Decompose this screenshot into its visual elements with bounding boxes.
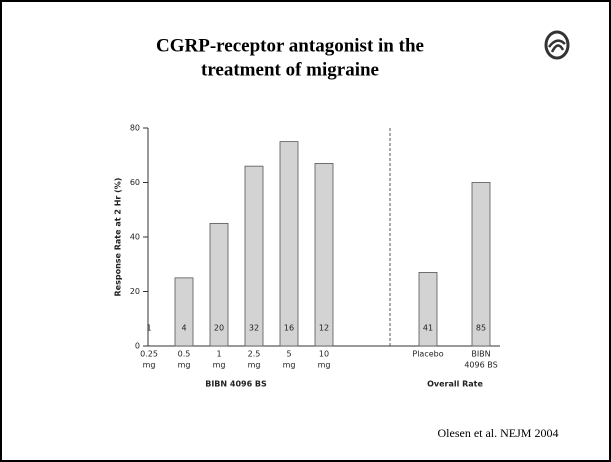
- n-label: 12: [319, 324, 329, 333]
- n-label: 4: [181, 324, 186, 333]
- y-tick-label: 20: [130, 287, 140, 296]
- citation: Olesen et al. NEJM 2004: [438, 426, 559, 440]
- group-label: Overall Rate: [427, 380, 483, 389]
- x-tick-label: 5: [286, 350, 291, 359]
- bar: [314, 163, 334, 347]
- n-label: 85: [476, 324, 486, 333]
- title-line: CGRP-receptor antagonist in the: [156, 35, 424, 56]
- y-axis-label: Response Rate at 2 Hr (%): [114, 178, 123, 297]
- x-tick-label: 4096 BS: [464, 361, 497, 370]
- n-label: 1: [146, 324, 151, 333]
- logo: [544, 30, 570, 60]
- bar: [174, 277, 194, 347]
- n-label: 32: [249, 324, 259, 333]
- x-tick-label: 10: [319, 350, 329, 359]
- n-label: 20: [214, 324, 224, 333]
- x-tick-label: BIBN: [471, 350, 490, 359]
- x-tick-label: 2.5: [248, 350, 261, 359]
- x-tick-label: mg: [318, 361, 331, 370]
- bar: [279, 141, 299, 347]
- bar: [209, 222, 229, 347]
- y-tick-label: 40: [130, 233, 140, 242]
- y-tick-label: 60: [130, 178, 140, 187]
- group-label: BIBN 4096 BS: [205, 380, 267, 389]
- bar: [471, 182, 491, 347]
- x-tick-label: 0.5: [178, 350, 191, 359]
- bar: [244, 165, 264, 347]
- x-tick-label: mg: [143, 361, 156, 370]
- x-tick-label: mg: [283, 361, 296, 370]
- n-label: 16: [284, 324, 294, 333]
- y-tick-label: 0: [135, 342, 140, 351]
- n-label: 41: [423, 324, 433, 333]
- x-tick-label: Placebo: [412, 350, 443, 359]
- title-line: treatment of migraine: [201, 59, 379, 80]
- x-tick-label: 1: [216, 350, 221, 359]
- x-tick-label: 0.25: [140, 350, 158, 359]
- bar: [418, 272, 438, 347]
- x-tick-label: mg: [248, 361, 261, 370]
- x-tick-label: mg: [213, 361, 226, 370]
- y-tick-label: 80: [130, 124, 140, 133]
- x-tick-label: mg: [178, 361, 191, 370]
